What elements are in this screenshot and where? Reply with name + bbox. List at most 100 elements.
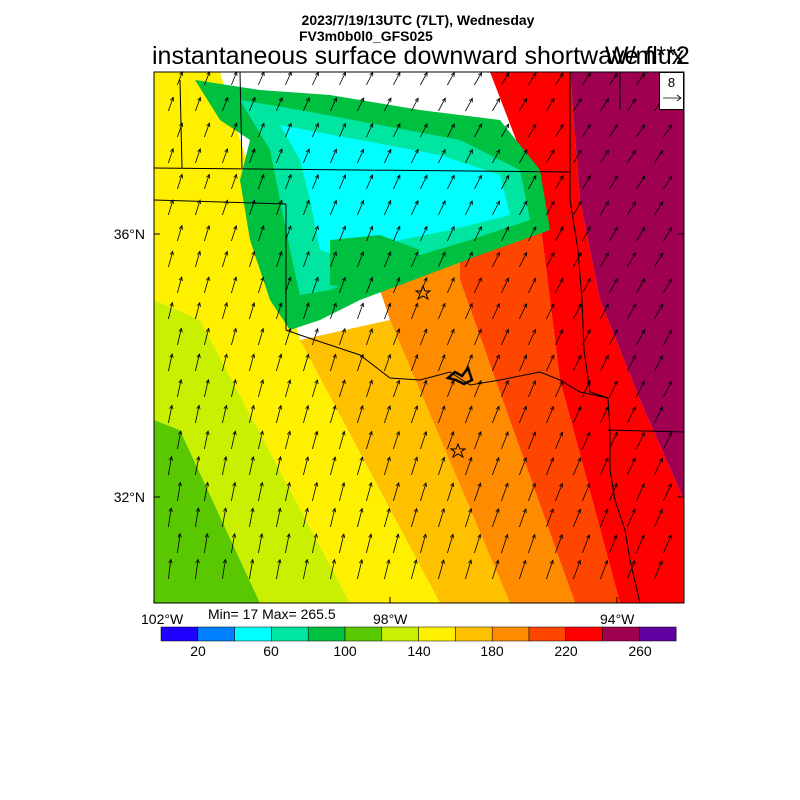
wind-vector-head	[659, 201, 664, 206]
wind-vector-head	[287, 122, 292, 128]
wind-vector-head	[313, 533, 318, 538]
wind-vector-head	[369, 122, 374, 128]
wind-vector-head	[231, 532, 237, 538]
lake-texoma	[445, 365, 474, 386]
wind-vector-head	[332, 507, 337, 513]
wind-vector	[249, 200, 255, 216]
wind-vector	[366, 123, 374, 138]
wind-vector-head	[613, 226, 618, 232]
band-east-mid	[380, 250, 575, 603]
wind-vector-head	[668, 226, 673, 232]
wind-vector	[600, 560, 608, 580]
wind-vector	[573, 98, 582, 112]
wind-vector-head	[613, 175, 618, 180]
wind-vector	[663, 329, 673, 346]
wind-vector	[573, 355, 582, 372]
wind-vector	[573, 303, 582, 320]
wind-vector	[447, 72, 455, 86]
wind-vector-head	[468, 251, 473, 257]
wind-vector-head	[423, 328, 428, 334]
wind-vector	[636, 381, 645, 398]
wind-vector	[663, 278, 673, 294]
wind-vector	[222, 97, 229, 112]
lat-label-32n: 32°N	[113, 489, 145, 505]
wind-vector-head	[368, 430, 373, 436]
wind-vector	[447, 380, 455, 398]
wind-vector	[465, 457, 472, 476]
wind-vector-head	[640, 431, 645, 437]
wind-vector	[474, 123, 482, 138]
wind-vector	[420, 175, 428, 190]
wind-vector-head	[277, 456, 282, 461]
wind-vector	[357, 508, 363, 528]
wind-vector	[204, 533, 208, 554]
wind-vector-head	[577, 303, 582, 308]
wind-vector	[528, 483, 536, 502]
wind-vector	[177, 379, 182, 398]
wind-vector	[474, 277, 482, 294]
wind-vector-head	[641, 277, 646, 283]
wind-vector-head	[360, 148, 365, 154]
wind-vector-head	[558, 533, 563, 539]
wind-vector-head	[259, 430, 264, 436]
wind-vector-head	[559, 431, 564, 437]
wind-vector	[303, 508, 308, 528]
wind-vector-head	[278, 302, 283, 307]
wind-vector	[465, 252, 473, 268]
wind-vector	[573, 560, 581, 580]
wind-vector	[330, 302, 337, 320]
wind-vector	[411, 98, 419, 112]
wind-vector-head	[559, 277, 564, 283]
wind-vector	[222, 508, 227, 528]
wind-vector	[330, 251, 337, 268]
wind-vector	[285, 431, 291, 450]
wind-vector	[393, 328, 400, 346]
wind-vector-head	[342, 122, 346, 128]
wind-vector	[339, 482, 345, 502]
wind-vector	[411, 251, 419, 268]
wind-vector-head	[604, 354, 609, 360]
wind-vector	[222, 148, 228, 164]
wind-vector-head	[196, 250, 201, 256]
wind-vector	[438, 405, 445, 424]
wind-vector-head	[179, 173, 183, 179]
wind-vector	[600, 150, 609, 164]
wind-vector	[582, 226, 591, 242]
wind-vector	[627, 150, 636, 164]
wind-vector	[447, 175, 455, 190]
wind-vector	[528, 124, 537, 138]
wind-vector	[636, 124, 646, 138]
colorbar-label: 20	[190, 643, 206, 659]
wind-vector-head	[577, 405, 582, 411]
wind-vector	[501, 175, 510, 190]
wind-vector	[501, 72, 510, 86]
wind-vector-head	[450, 379, 455, 385]
wind-vector	[195, 559, 199, 580]
wind-vector	[285, 533, 290, 554]
wind-vector-head	[250, 558, 255, 564]
wind-vector-head	[495, 456, 500, 462]
wind-vector	[573, 149, 582, 164]
cloud-cyan	[280, 125, 510, 260]
wind-vector-head	[333, 97, 337, 102]
axis-ticks	[154, 233, 684, 603]
wind-vector	[231, 328, 237, 346]
shortwave-field	[154, 72, 684, 603]
wind-vector	[654, 560, 663, 580]
wind-vector	[582, 483, 590, 502]
wind-vector-head	[414, 97, 419, 103]
wind-vector	[636, 432, 645, 450]
wind-vector-head	[468, 302, 473, 308]
wind-vector	[654, 509, 663, 528]
wind-vector	[600, 98, 609, 112]
wind-vector-head	[359, 404, 364, 410]
wind-vector	[582, 329, 591, 346]
wind-vector-head	[477, 431, 482, 436]
wind-vector	[393, 534, 399, 554]
wind-vector	[420, 226, 428, 242]
wind-vector	[393, 226, 401, 242]
wind-vector-head	[224, 199, 229, 205]
wind-vector	[177, 71, 183, 86]
wind-vector-head	[641, 175, 646, 181]
wind-vector	[501, 124, 510, 138]
